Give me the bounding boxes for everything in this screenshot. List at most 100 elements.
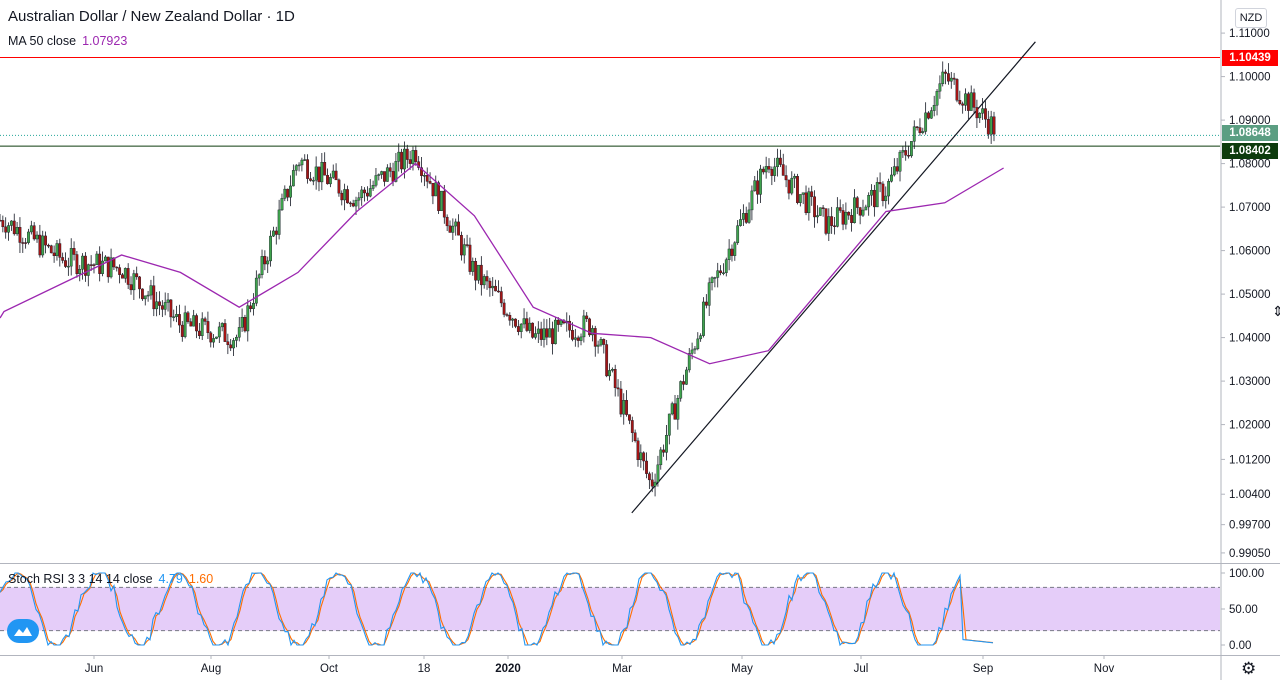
candle-body [101, 260, 104, 274]
candle-body [776, 157, 779, 168]
candle-body [4, 226, 8, 233]
candle-body [841, 210, 845, 225]
candle-body [585, 315, 589, 320]
candle-body [539, 328, 543, 340]
currency-button[interactable]: NZD [1235, 8, 1267, 28]
candle-body [269, 235, 272, 262]
candle-body [360, 189, 364, 198]
candle-body [981, 108, 985, 114]
candle-body [787, 179, 791, 194]
candle-body [300, 159, 304, 166]
candle-body [24, 242, 28, 244]
candle-body [884, 195, 888, 202]
candle-body [536, 328, 540, 334]
candle-body [217, 326, 221, 338]
candle-body [858, 207, 862, 216]
candle-body [52, 252, 56, 257]
candle-body [670, 403, 674, 415]
candle-body [84, 255, 87, 276]
stoch-label: Stoch RSI 3 3 14 14 close [8, 572, 153, 586]
candle-body [38, 234, 42, 256]
candle-body [98, 253, 102, 274]
candle-body [927, 112, 930, 119]
candle-body [676, 398, 680, 420]
candle-body [508, 315, 512, 321]
candle-body [457, 221, 460, 236]
candle-body [810, 191, 814, 197]
candle-body [12, 220, 16, 235]
candle-body [912, 126, 916, 142]
stoch-rsi-pane[interactable] [0, 571, 1220, 647]
candle-body [397, 151, 401, 162]
candle-body [576, 337, 580, 341]
candle-body [15, 227, 19, 235]
candle-body [582, 315, 586, 338]
candle-body [813, 196, 816, 218]
candle-body [727, 248, 731, 260]
candle-body [978, 113, 982, 119]
candle-body [767, 166, 771, 170]
candle-body [123, 268, 127, 279]
candle-body [445, 216, 449, 227]
candle-body [818, 207, 822, 216]
candle-body [55, 243, 59, 257]
candle-body [326, 174, 329, 185]
candle-body [958, 100, 962, 105]
resize-cursor-icon: ⇕ [1272, 303, 1280, 319]
candle-body [573, 337, 577, 340]
candle-body [346, 189, 349, 204]
candle-body [143, 295, 147, 300]
x-tick-label: Jul [854, 663, 869, 675]
candle-body [850, 215, 853, 224]
candle-body [844, 211, 848, 225]
candle-body [719, 270, 722, 274]
candle-body [887, 181, 891, 197]
candle-body [525, 318, 529, 331]
price-pane[interactable] [0, 41, 1220, 514]
candle-body [226, 341, 230, 346]
tradingview-logo-icon[interactable] [7, 619, 39, 643]
candle-body [135, 273, 139, 278]
candle-body [895, 166, 899, 172]
candle-body [320, 162, 324, 183]
candle-body [160, 305, 164, 310]
x-tick-label: May [731, 663, 753, 675]
y-tick-label: 1.00400 [1229, 489, 1271, 501]
candle-body [229, 344, 233, 349]
y-tick-label: 1.03000 [1229, 376, 1271, 388]
gear-icon[interactable]: ⚙ [1241, 659, 1257, 678]
candle-body [793, 176, 797, 179]
stoch-band [0, 587, 1220, 631]
candle-body [249, 305, 253, 309]
candle-body [209, 332, 213, 343]
candle-body [838, 207, 842, 211]
candle-body [545, 328, 549, 338]
candle-body [961, 103, 965, 106]
candle-body [924, 112, 928, 132]
candle-body [7, 225, 10, 233]
candle-body [833, 225, 836, 227]
candle-body [622, 400, 626, 415]
ma-50-line [0, 162, 1004, 365]
candle-body [442, 190, 446, 218]
candle-body [92, 264, 96, 266]
candle-body [266, 260, 270, 265]
candle-body [118, 267, 122, 275]
candle-body [192, 315, 196, 327]
candle-body [910, 141, 913, 157]
candle-body [568, 320, 572, 331]
candle-body [502, 302, 506, 315]
candle-body [571, 330, 574, 340]
candle-body [317, 166, 321, 183]
candle-body [556, 319, 560, 325]
candle-body [223, 323, 227, 342]
candle-body [479, 264, 483, 286]
y-tick-label: 1.08000 [1229, 159, 1271, 171]
candle-body [75, 254, 79, 275]
candle-body [286, 188, 290, 198]
candle-body [405, 148, 409, 160]
candle-body [172, 316, 176, 318]
candle-body [972, 92, 976, 108]
